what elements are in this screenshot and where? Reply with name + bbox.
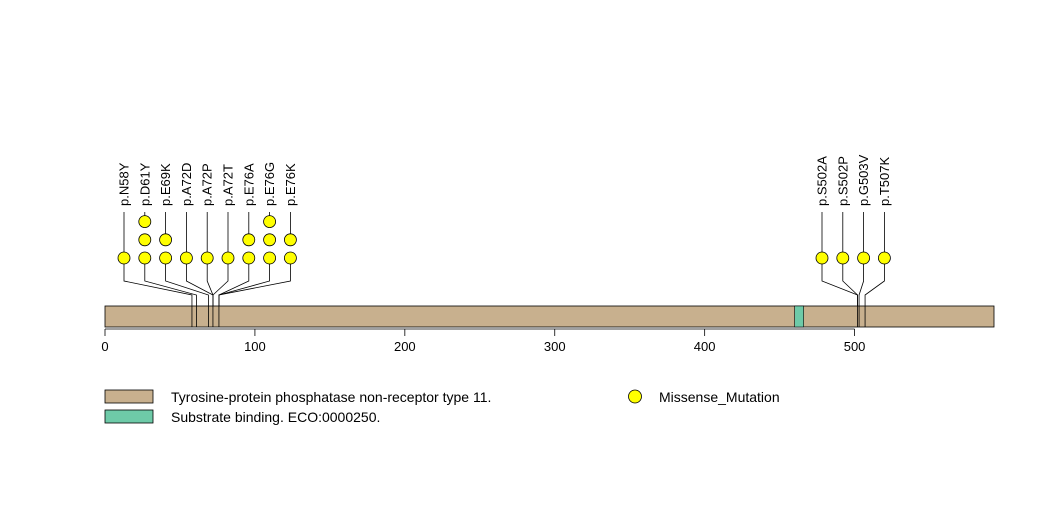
protein-backbone <box>104 305 995 328</box>
mutation-label: p.T507K <box>877 157 892 206</box>
mutation-label: p.S502P <box>835 156 850 206</box>
domain-region <box>794 305 804 328</box>
connector-line <box>842 258 858 306</box>
mutation-dot <box>242 251 256 265</box>
mutation-dot <box>815 251 829 265</box>
mutation-label: p.A72D <box>179 163 194 206</box>
mutation-dot <box>159 251 173 265</box>
connector-lines <box>123 258 885 306</box>
mutation-label: p.G503V <box>856 154 871 206</box>
mutation-markers <box>117 215 891 265</box>
mutation-label: p.E76G <box>262 162 277 206</box>
connector-line <box>218 258 291 306</box>
mutation-label: p.N58Y <box>117 162 132 206</box>
lollipop-stems <box>123 212 885 258</box>
mutation-dot <box>263 233 277 247</box>
legend-swatch <box>628 389 642 404</box>
mutation-dot <box>138 215 152 229</box>
mutation-dot <box>263 251 277 265</box>
mutation-label: p.E76K <box>283 163 298 206</box>
connector-line <box>123 258 193 306</box>
connector-line <box>821 258 858 306</box>
mutation-dot <box>836 251 850 265</box>
mutation-dot <box>242 233 256 247</box>
mutation-dot <box>159 233 173 247</box>
connector-line <box>864 258 885 306</box>
legend: Tyrosine-protein phosphatase non-recepto… <box>104 389 780 425</box>
legend-label: Substrate binding. ECO:0000250. <box>171 409 380 425</box>
legend-swatch <box>104 409 154 424</box>
legend-label: Tyrosine-protein phosphatase non-recepto… <box>171 389 491 405</box>
mutation-label: p.D61Y <box>137 162 152 206</box>
axis-tick-label: 400 <box>694 339 716 354</box>
mutation-dot <box>179 251 193 265</box>
axis-tick-label: 100 <box>244 339 266 354</box>
mutation-dot <box>138 233 152 247</box>
legend-label: Missense_Mutation <box>659 389 780 405</box>
connector-line <box>212 258 229 306</box>
mutation-label: p.A72T <box>221 164 236 206</box>
mutation-dot <box>138 251 152 265</box>
connector-line <box>185 258 214 306</box>
mutation-label: p.E76A <box>241 163 256 206</box>
mutation-dot <box>263 215 277 229</box>
axis-tick-label: 0 <box>101 339 108 354</box>
mutation-dot <box>117 251 131 265</box>
connector-line <box>144 258 197 306</box>
connector-line <box>218 258 250 306</box>
x-axis: 0 100 200 300 400 500 <box>101 328 866 354</box>
mutation-dot <box>857 251 870 265</box>
axis-tick-label: 200 <box>394 339 416 354</box>
mutation-label: p.S502A <box>815 156 830 206</box>
axis-tick-label: 300 <box>544 339 566 354</box>
legend-swatch <box>104 389 154 404</box>
connector-line <box>165 258 209 306</box>
protein-track <box>104 305 995 328</box>
mutation-dot <box>283 251 297 265</box>
mutation-dot <box>221 251 235 265</box>
mutation-dot <box>878 251 891 265</box>
mutation-label: p.E69K <box>158 163 173 206</box>
mutation-label: p.A72P <box>200 163 215 206</box>
axis-tick-label: 500 <box>844 339 866 354</box>
connector-line <box>858 258 864 306</box>
mutation-labels: p.N58Y p.D61Y p.E69K p.A72D p.A72P p.A72T p.E7… <box>117 154 892 206</box>
mutation-dot <box>200 251 214 265</box>
mutation-dot <box>283 233 297 247</box>
